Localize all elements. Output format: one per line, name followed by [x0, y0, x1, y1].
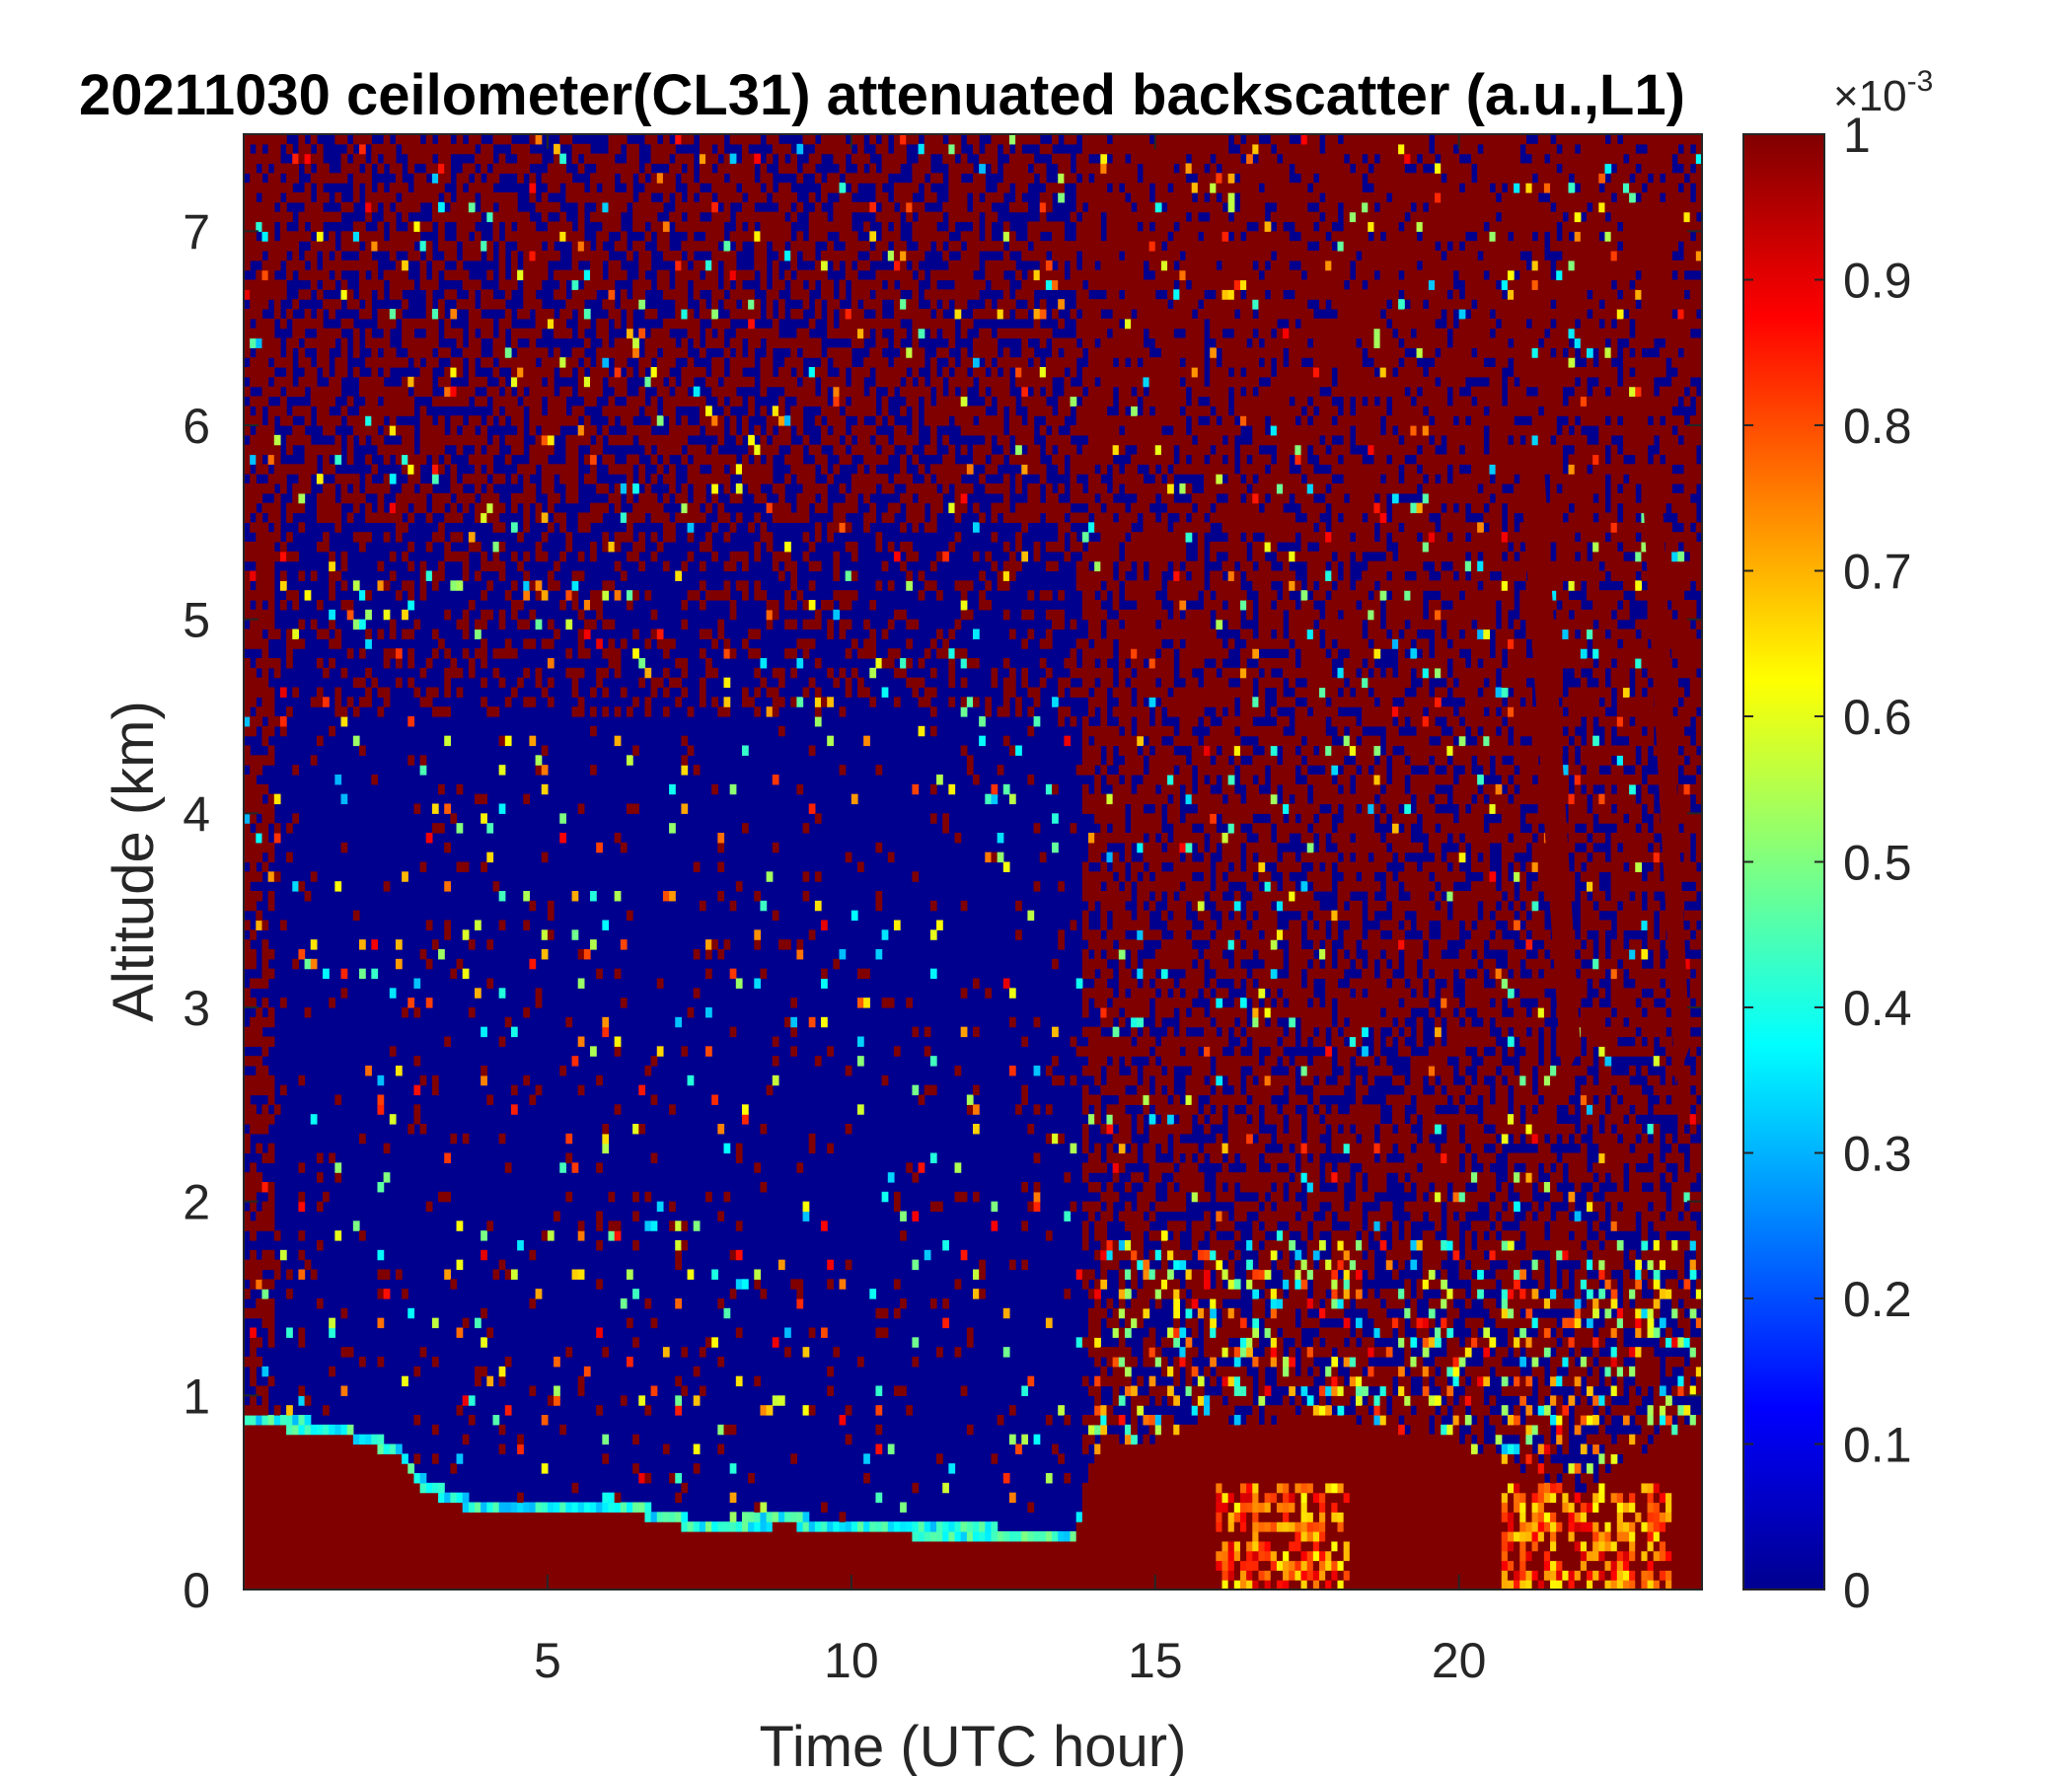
colorbar-tick-label: 0.4	[1843, 981, 1912, 1036]
colorbar-tick-label: 0.5	[1843, 836, 1912, 891]
colorbar-exponent: ×10-3	[1833, 65, 1933, 120]
y-axis: 0 1 2 3 4 5 6 7	[183, 204, 1702, 1618]
x-tick-label: 20	[1432, 1633, 1487, 1688]
y-tick-label: 1	[183, 1369, 210, 1424]
x-axis: 5 10 15 20	[534, 134, 1486, 1688]
y-tick-label: 2	[183, 1175, 210, 1230]
y-tick-label: 5	[183, 593, 210, 648]
colorbar-tick-label: 0.8	[1843, 399, 1912, 454]
y-tick-label: 7	[183, 204, 210, 259]
y-tick-label: 4	[183, 786, 210, 842]
colorbar-tick-label: 0.2	[1843, 1272, 1912, 1327]
x-tick-label: 5	[534, 1633, 561, 1688]
colorbar-tick-label: 0.9	[1843, 254, 1912, 309]
virga-streak	[1641, 464, 1690, 1085]
y-tick-label: 0	[183, 1563, 210, 1618]
y-axis-label: Altitude (km)	[102, 701, 166, 1022]
virga-streak	[1519, 464, 1581, 1085]
colorbar: 0 0.1 0.2 0.3 0.4 0.5 0.6 0.7 0.8 0.9 1 ×10-3	[1742, 65, 1933, 1618]
plot-frame	[243, 133, 1703, 1591]
colorbar-gradient	[1743, 134, 1824, 1590]
colorbar-tick-label: 0	[1843, 1563, 1871, 1618]
colorbar-ticks: 0 0.1 0.2 0.3 0.4 0.5 0.6 0.7 0.8 0.9 1	[1743, 108, 1912, 1618]
colorbar-tick-label: 0.1	[1843, 1418, 1912, 1473]
heatmap-cells	[244, 134, 1702, 1590]
backscatter-heatmap	[244, 134, 1702, 1590]
colorbar-tick-label: 1	[1843, 108, 1871, 163]
colorbar-tick-label: 0.6	[1843, 690, 1912, 745]
x-tick-label: 10	[824, 1633, 879, 1688]
x-tick-label: 15	[1128, 1633, 1183, 1688]
chart-title: 20211030 ceilometer(CL31) attenuated bac…	[79, 63, 1685, 127]
colorbar-tick-label: 0.7	[1843, 545, 1912, 600]
colorbar-tick-label: 0.3	[1843, 1127, 1912, 1182]
x-axis-label: Time (UTC hour)	[760, 1715, 1187, 1776]
y-tick-label: 3	[183, 981, 210, 1036]
y-tick-label: 6	[183, 399, 210, 454]
